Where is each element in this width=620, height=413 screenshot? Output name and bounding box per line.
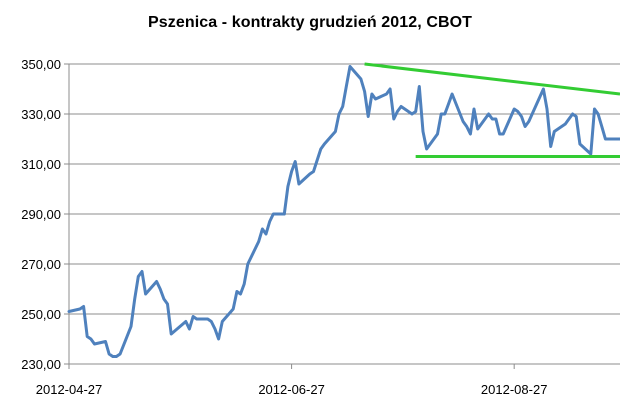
y-tick-label: 270,00 (21, 257, 61, 272)
y-axis-ticks: 230,00 250,00 270,00 290,00 310,00 330,00 350,… (21, 57, 69, 372)
y-tick-label: 250,00 (21, 307, 61, 322)
y-tick-label: 290,00 (21, 207, 61, 222)
series-group (67, 65, 620, 358)
y-tick-label: 330,00 (21, 107, 61, 122)
y-tick-label: 350,00 (21, 57, 61, 72)
x-axis-ticks: 2012-04-27 2012-06-27 2012-08-27 (36, 364, 548, 397)
x-tick-label: 2012-04-27 (36, 382, 103, 397)
trendlines-group (364, 62, 620, 158)
resistance-trendline (364, 62, 620, 96)
y-tick-label: 230,00 (21, 357, 61, 372)
x-tick-label: 2012-08-27 (481, 382, 548, 397)
y-tick-label: 310,00 (21, 157, 61, 172)
x-tick-label: 2012-06-27 (258, 382, 325, 397)
series-line (67, 65, 620, 358)
gridlines (69, 63, 620, 315)
chart-title: Pszenica - kontrakty grudzień 2012, CBOT (147, 14, 473, 31)
